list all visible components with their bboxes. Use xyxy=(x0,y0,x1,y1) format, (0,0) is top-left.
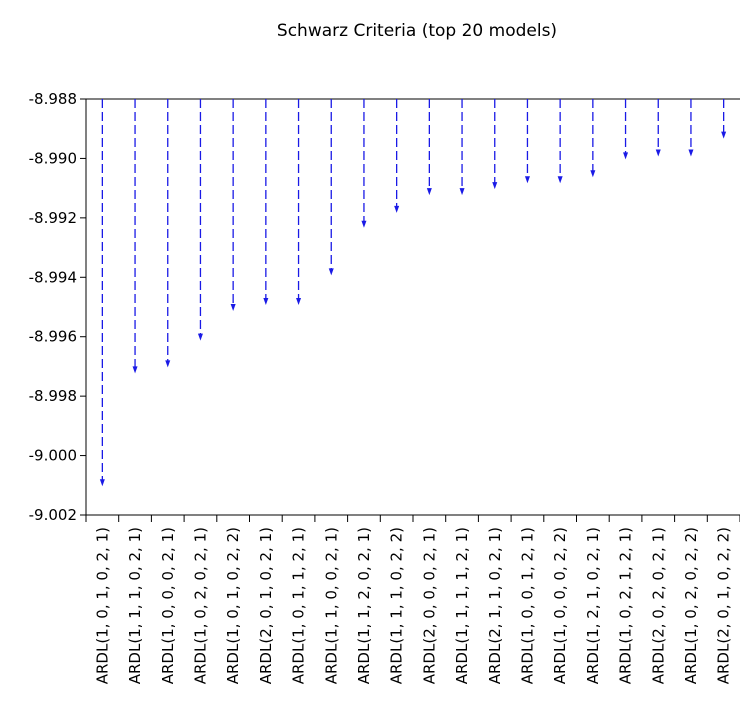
y-tick-label: -9.002 xyxy=(29,506,77,524)
drop-line-arrowhead xyxy=(394,205,400,213)
drop-lines xyxy=(99,99,727,487)
y-tick-label: -8.994 xyxy=(29,268,77,286)
drop-line-arrowhead xyxy=(99,479,105,487)
chart-title: Schwarz Criteria (top 20 models) xyxy=(277,21,557,41)
category-label: ARDL(1, 0, 2, 0, 2, 1) xyxy=(191,527,209,684)
category-label: ARDL(1, 1, 1, 0, 2, 1) xyxy=(126,527,144,684)
category-label: ARDL(1, 0, 1, 0, 2, 1) xyxy=(93,527,111,684)
drop-line-arrowhead xyxy=(721,131,727,139)
drop-line-arrowhead xyxy=(296,298,302,306)
drop-line-arrowhead xyxy=(230,303,236,311)
category-label: ARDL(1, 2, 1, 0, 2, 1) xyxy=(584,527,602,684)
drop-line-arrowhead xyxy=(328,268,334,276)
drop-line-arrowhead xyxy=(590,170,596,178)
category-label: ARDL(1, 0, 0, 1, 2, 1) xyxy=(518,527,536,684)
x-axis-ticks: ARDL(1, 0, 1, 0, 2, 1) ARDL(1, 1, 1, 0, 2… xyxy=(85,515,740,684)
y-tick-label: -8.998 xyxy=(29,387,77,405)
drop-line-arrowhead xyxy=(557,176,563,184)
category-label: ARDL(2, 0, 1, 0, 2, 2) xyxy=(715,527,733,684)
category-label: ARDL(2, 0, 1, 0, 2, 1) xyxy=(257,527,275,684)
y-axis-ticks: -8.988 -8.990 -8.992 -8.994 -8.996 -8.998 -9.0… xyxy=(29,90,86,524)
category-label: ARDL(2, 1, 1, 0, 2, 1) xyxy=(486,527,504,684)
drop-line-arrowhead xyxy=(459,188,465,196)
drop-line-arrowhead xyxy=(655,149,661,157)
y-tick-label: -9.000 xyxy=(29,447,77,465)
drop-line-arrowhead xyxy=(263,298,269,306)
category-label: ARDL(1, 1, 1, 0, 2, 2) xyxy=(388,527,406,684)
drop-line-arrowhead xyxy=(688,149,694,157)
drop-line-arrowhead xyxy=(165,360,171,368)
y-tick-label: -8.996 xyxy=(29,328,77,346)
drop-line-arrowhead xyxy=(623,152,629,160)
category-label: ARDL(1, 0, 1, 0, 2, 2) xyxy=(224,527,242,684)
drop-line-arrowhead xyxy=(492,182,498,190)
category-label: ARDL(2, 0, 0, 0, 2, 1) xyxy=(420,527,438,684)
y-tick-label: -8.992 xyxy=(29,209,77,227)
category-label: ARDL(2, 0, 2, 0, 2, 1) xyxy=(649,527,667,684)
category-label: ARDL(1, 0, 1, 1, 2, 1) xyxy=(290,527,308,684)
category-label: ARDL(1, 1, 0, 0, 2, 1) xyxy=(322,527,340,684)
drop-line-arrowhead xyxy=(361,220,367,228)
drop-line-arrowhead xyxy=(197,333,203,341)
axes xyxy=(85,98,740,516)
drop-line-arrowhead xyxy=(132,366,138,374)
y-tick-label: -8.988 xyxy=(29,90,77,108)
category-label: ARDL(1, 1, 1, 1, 2, 1) xyxy=(453,527,471,684)
category-label: ARDL(1, 0, 0, 0, 2, 1) xyxy=(159,527,177,684)
category-label: ARDL(1, 0, 2, 0, 2, 2) xyxy=(682,527,700,684)
drop-line-arrowhead xyxy=(426,188,432,196)
y-tick-label: -8.990 xyxy=(29,149,77,167)
drop-line-arrowhead xyxy=(524,176,530,184)
category-label: ARDL(1, 0, 0, 0, 2, 2) xyxy=(551,527,569,684)
category-label: ARDL(1, 0, 2, 1, 2, 1) xyxy=(617,527,635,684)
category-label: ARDL(1, 1, 2, 0, 2, 1) xyxy=(355,527,373,684)
